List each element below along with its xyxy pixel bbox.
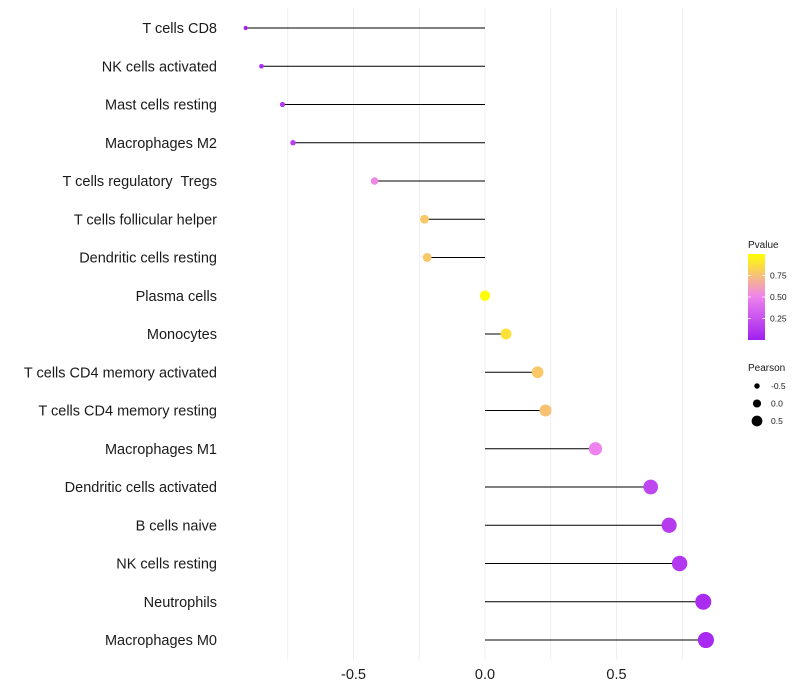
point-11 — [588, 442, 603, 456]
y-label-12: Dendritic cells activated — [65, 480, 217, 496]
y-label-1: NK cells activated — [102, 59, 217, 75]
x-axis-tick-labels: -0.5 0.0 0.5 — [341, 667, 627, 683]
y-label-13: B cells naive — [136, 518, 217, 534]
lollipop-stems — [245, 27, 706, 641]
point-13 — [661, 517, 677, 533]
y-axis-labels: T cells CD8 NK cells activated Mast cells … — [24, 21, 217, 649]
x-tick-label: 0.0 — [475, 667, 495, 683]
pearson-legend-title: Pearson — [748, 363, 785, 374]
point-14 — [671, 555, 688, 572]
point-12 — [643, 479, 659, 495]
point-5 — [420, 214, 429, 224]
point-4 — [370, 177, 379, 185]
size-key-label: -0.5 — [771, 381, 786, 391]
y-label-10: T cells CD4 memory resting — [38, 404, 217, 420]
size-key-label: 0.0 — [771, 399, 783, 409]
pvalue-colorbar — [748, 254, 765, 340]
y-label-6: Dendritic cells resting — [79, 251, 217, 267]
y-label-14: NK cells resting — [116, 557, 217, 573]
y-label-3: Macrophages M2 — [105, 136, 217, 152]
y-label-16: Macrophages M0 — [105, 633, 217, 649]
size-key-dot — [754, 383, 760, 389]
point-7 — [479, 290, 491, 301]
colorbar-tick-label: 0.50 — [770, 292, 787, 302]
point-15 — [695, 593, 712, 610]
lollipop-points — [243, 25, 714, 649]
pearson-size-keys: -0.5 0.0 0.5 — [751, 381, 786, 427]
point-6 — [422, 253, 432, 262]
point-10 — [539, 404, 552, 417]
point-16 — [697, 631, 714, 649]
x-tick-label: -0.5 — [341, 667, 366, 683]
colorbar-tick-label: 0.75 — [770, 271, 787, 281]
size-key-label: 0.5 — [771, 416, 783, 426]
legend: Pvalue 0.25 0.50 0.75 Pearson -0.5 0.0 0.5 — [748, 240, 787, 427]
size-key-dot — [752, 399, 762, 408]
point-8 — [500, 328, 512, 340]
x-tick-label: 0.5 — [606, 667, 626, 683]
pvalue-colorbar-ticks: 0.25 0.50 0.75 — [748, 271, 787, 324]
y-label-5: T cells follicular helper — [74, 212, 217, 228]
y-label-8: Monocytes — [147, 327, 217, 343]
y-label-4: T cells regulatory Tregs — [63, 174, 217, 190]
y-label-9: T cells CD4 memory activated — [24, 365, 217, 381]
y-label-7: Plasma cells — [136, 289, 217, 305]
y-label-11: Macrophages M1 — [105, 442, 217, 458]
y-label-2: Mast cells resting — [105, 98, 217, 114]
point-3 — [290, 140, 296, 146]
point-9 — [531, 366, 544, 379]
size-key-dot — [751, 415, 763, 427]
point-0 — [243, 25, 248, 31]
colorbar-tick-label: 0.25 — [770, 314, 787, 324]
point-1 — [259, 63, 264, 69]
pvalue-legend-title: Pvalue — [748, 240, 779, 251]
y-label-15: Neutrophils — [144, 595, 217, 611]
y-label-0: T cells CD8 — [142, 21, 217, 37]
point-2 — [279, 101, 286, 108]
grid-lines — [287, 8, 683, 660]
